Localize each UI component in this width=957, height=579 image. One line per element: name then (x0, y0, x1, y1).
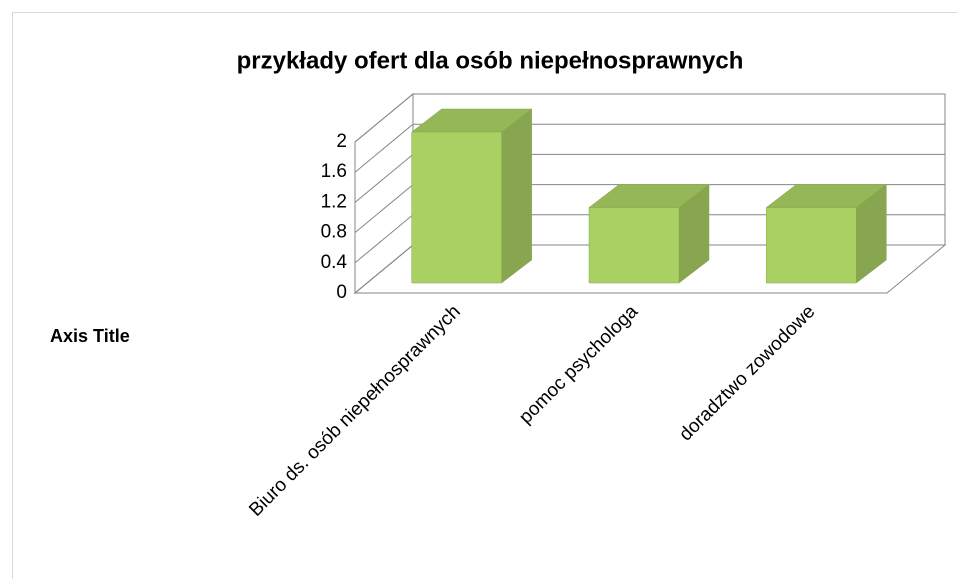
y-tick-label: 0.4 (321, 252, 348, 273)
bar-side (501, 108, 532, 284)
grid-line (354, 214, 414, 264)
bar (588, 183, 710, 284)
y-tick-label: 0.8 (321, 222, 347, 243)
bar-front (766, 207, 857, 284)
grid-line (354, 123, 414, 173)
grid-line (354, 184, 414, 233)
chart-title: przykłady ofert dla osób niepełnosprawny… (237, 47, 744, 74)
chart-border (12, 12, 957, 579)
y-tick-label: 2 (336, 131, 347, 152)
y-tick-label: 0 (336, 282, 347, 303)
grid-line (354, 244, 414, 294)
y-tick-label: 1.6 (321, 161, 347, 182)
grid-line (354, 154, 414, 203)
y-axis-title: Axis Title (50, 326, 130, 346)
grid-line (354, 93, 414, 143)
bar-front (411, 131, 502, 284)
bar (410, 108, 533, 284)
bar (765, 183, 888, 284)
bar-front (588, 207, 680, 284)
y-tick-label: 1.2 (321, 191, 347, 212)
